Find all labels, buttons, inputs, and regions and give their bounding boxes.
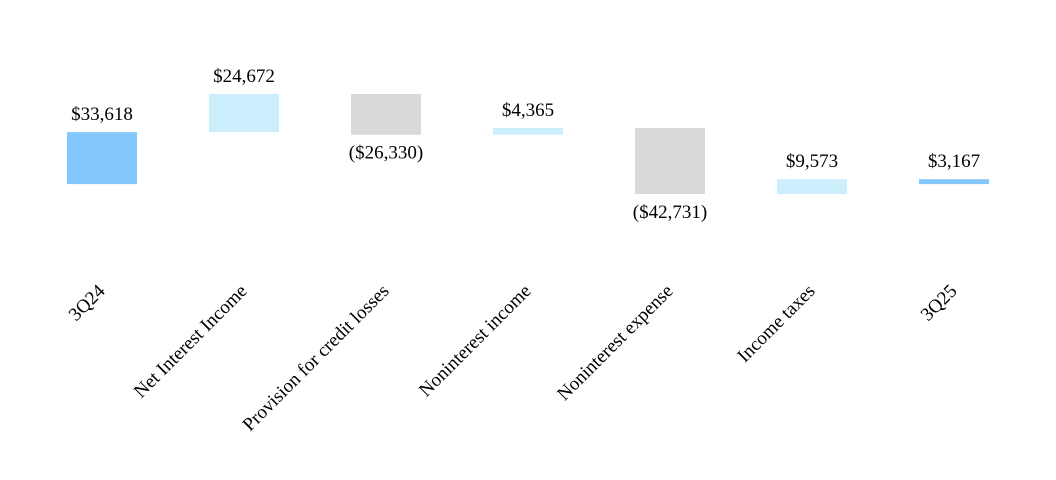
bar [777,179,847,194]
value-label: ($26,330) [349,143,423,164]
value-label: $9,573 [786,151,838,172]
x-tick-label: Noninterest expense [553,281,677,405]
value-label: $3,167 [928,151,980,172]
x-tick-label: Provision for credit losses [239,281,394,436]
value-label: $24,672 [213,66,275,87]
bar [351,94,421,135]
x-tick-label: Net Interest Income [130,281,252,403]
value-label: $4,365 [502,100,554,121]
x-tick-label: Noninterest income [415,281,535,401]
bar [67,132,137,185]
x-tick-label: 3Q24 [65,280,110,325]
bar [493,127,563,135]
x-tick-label: Income taxes [733,281,819,367]
bar [919,179,989,185]
bar [635,127,705,194]
bar [209,94,279,133]
value-label: $33,618 [71,104,133,125]
value-label: ($42,731) [633,202,707,223]
x-tick-label: 3Q25 [917,281,962,326]
